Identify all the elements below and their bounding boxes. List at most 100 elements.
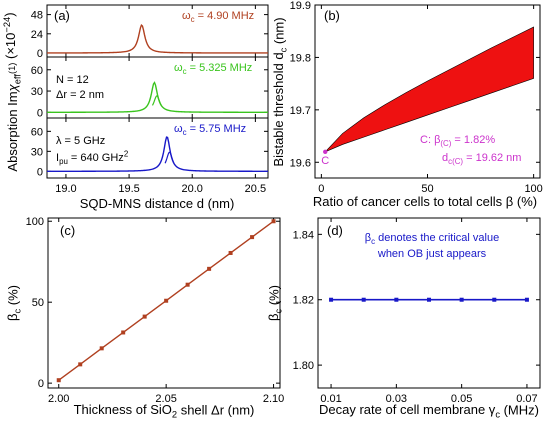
label-part: c — [273, 309, 283, 314]
y-tick-label: 19.8 — [290, 52, 311, 64]
critical-point-label: C — [321, 155, 329, 167]
label-part: (C) — [440, 139, 451, 148]
y-tick-label: 0 — [37, 166, 43, 178]
label-part: c — [183, 128, 187, 137]
y-tick-label: 60 — [31, 126, 43, 138]
label-part: (%) — [5, 285, 20, 309]
data-point — [164, 298, 169, 303]
x-tick-label: 0 — [318, 183, 324, 195]
curve-3 — [47, 136, 268, 172]
y-tick-label: 24 — [31, 29, 43, 41]
data-point — [185, 282, 190, 287]
label-part: (×10 — [3, 33, 18, 63]
label-part: (%) — [266, 285, 281, 309]
label-part: = 4.90 MHz — [195, 10, 255, 22]
label-part: (MHz) — [500, 402, 539, 417]
label-part: I — [56, 152, 59, 164]
y-tick-label: 1.80 — [293, 360, 314, 372]
plot-frame — [47, 217, 281, 389]
label-part: ) — [2, 12, 17, 16]
label-part: 2 — [124, 149, 128, 158]
y-axis-label: Absorption Imχeff(1) (×10−24) — [2, 12, 22, 171]
annotation-beta: C: β(C) = 1.82% — [420, 134, 495, 148]
x-tick-label: 2.10 — [263, 393, 284, 405]
plot-frame — [46, 117, 269, 179]
label-part: (1) — [7, 63, 17, 74]
panel-label: (a) — [54, 8, 70, 23]
data-point — [329, 297, 334, 302]
label-part: pu — [59, 157, 68, 166]
data-point — [427, 297, 431, 302]
panel-label: (d) — [327, 223, 343, 238]
data-point — [228, 250, 233, 255]
label-part: ω — [174, 123, 183, 135]
label-part: χ — [5, 83, 20, 92]
x-tick-label: 19.0 — [55, 183, 76, 195]
y-tick-label: 48 — [31, 10, 43, 22]
label-part: −24 — [2, 17, 12, 33]
label-part: c — [12, 309, 22, 314]
x-tick-label: 2.05 — [155, 393, 176, 405]
label-part: Thickness of SiO — [74, 402, 172, 417]
y-axis-label: βc (%) — [266, 285, 283, 321]
label-part: d — [442, 152, 448, 164]
label-part: β — [5, 314, 20, 321]
x-tick-label: 50 — [421, 183, 433, 195]
label-part: denotes the critical value — [375, 232, 499, 244]
x-axis-label: SQD-MNS distance d (nm) — [80, 196, 235, 211]
data-point — [524, 297, 529, 302]
data-point — [78, 362, 83, 367]
data-point — [56, 378, 61, 383]
y-tick-label: 1.84 — [293, 229, 314, 241]
data-point — [492, 297, 497, 302]
data-point — [250, 235, 255, 240]
x-axis-label: Ratio of cancer cells to total cells β (… — [313, 194, 537, 209]
panel-label: (b) — [324, 8, 340, 23]
note-line-2: when OB just appears — [377, 248, 487, 260]
x-axis-label: Thickness of SiO2 shell Δr (nm) — [74, 402, 255, 419]
panel-d: 0.01 0.03 0.05 0.071.801.821.84 βc denotes t… — [266, 217, 541, 419]
note-line-1: βc denotes the critical value — [365, 232, 499, 246]
x-tick-label: 0.03 — [386, 393, 407, 405]
label-part: c — [371, 237, 375, 246]
bistable-region — [325, 26, 534, 153]
y-tick-label: 19.7 — [290, 105, 311, 117]
param-lambda: λ = 5 GHz — [56, 135, 105, 147]
x-tick-label: 19.5 — [118, 183, 139, 195]
label-part: = 5.75 MHz — [187, 123, 247, 135]
x-tick-label: 0.05 — [451, 393, 472, 405]
label-part: c(C) — [448, 157, 463, 166]
label-part: c — [191, 15, 195, 24]
data-point — [121, 330, 126, 335]
y-tick-label: 100 — [26, 216, 44, 228]
panel-label: (c) — [60, 223, 75, 238]
y-tick-label: 30 — [31, 146, 43, 158]
y-tick-label: 0 — [37, 48, 43, 60]
data-point — [394, 297, 399, 302]
label-part: shell Δr (nm) — [177, 402, 254, 417]
label-part: eff — [12, 74, 22, 85]
data-point — [142, 314, 147, 319]
label-part: c — [183, 67, 187, 76]
bistable-branch-2 — [151, 95, 162, 106]
x-tick-label: 20.0 — [182, 183, 203, 195]
omega-label-3: ωc = 5.75 MHz — [174, 123, 246, 137]
label-part: Bistable threshold d — [271, 52, 286, 166]
label-part: Absorption Im — [5, 91, 20, 171]
critical-point — [323, 149, 328, 154]
x-tick-label: 2.00 — [48, 393, 69, 405]
data-point — [459, 297, 464, 302]
data-point — [361, 297, 366, 302]
param-dr: Δr = 2 nm — [56, 89, 104, 101]
data-point — [207, 266, 212, 271]
y-tick-label: 1.82 — [293, 295, 314, 307]
y-axis-label: Bistable threshold dc (nm) — [271, 17, 288, 166]
y-tick-label: 0 — [38, 378, 44, 390]
label-part: = 19.62 nm — [463, 152, 521, 164]
data-point — [99, 346, 104, 351]
label-part: ω — [174, 62, 183, 74]
x-tick-label: 0.01 — [320, 393, 341, 405]
